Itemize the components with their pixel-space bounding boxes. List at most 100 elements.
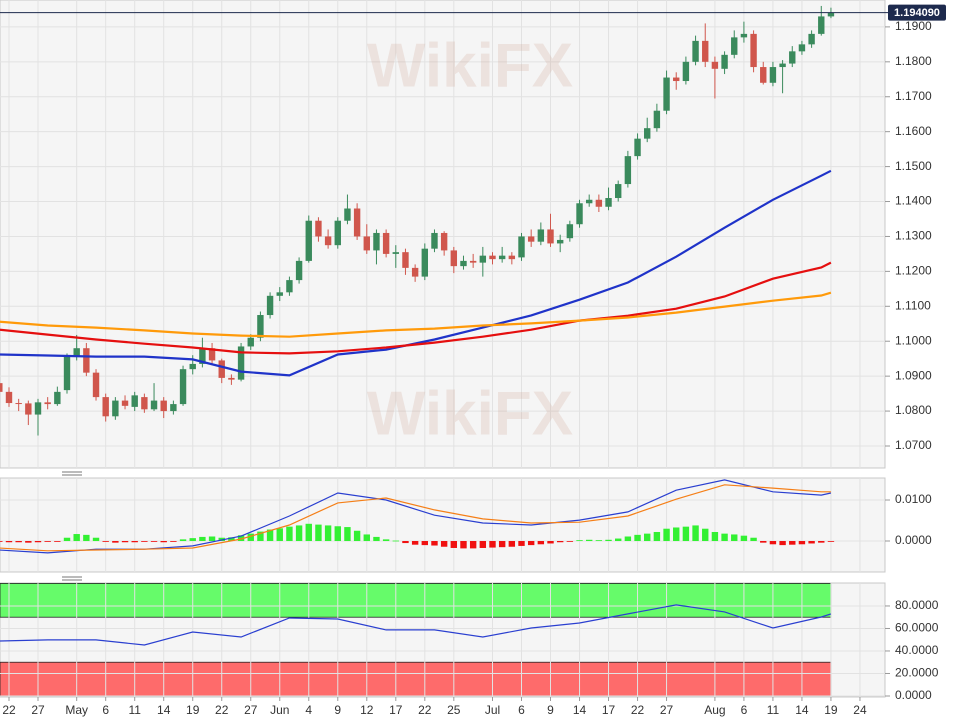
histogram-bar (760, 541, 767, 543)
histogram-bar (266, 529, 274, 542)
y-tick-label: 0.0000 (895, 533, 932, 547)
candle-body (411, 267, 419, 277)
candle-body (5, 391, 13, 404)
x-tick-label: Aug (704, 703, 725, 717)
histogram-bar (518, 541, 525, 546)
histogram-bar (315, 524, 322, 542)
x-tick-label: 4 (305, 703, 312, 717)
candle-body (237, 346, 245, 380)
candle-body (721, 54, 728, 69)
indicator-line (0, 261, 832, 355)
x-tick-label: 17 (602, 703, 616, 717)
histogram-bar (54, 541, 61, 542)
candle-body (827, 12, 835, 17)
y-tick-label: 1.1500 (895, 159, 932, 173)
x-tick-label: 22 (2, 703, 16, 717)
candle-body (73, 348, 80, 357)
y-tick-label: 1.1700 (895, 89, 932, 103)
candle-body (392, 252, 399, 254)
histogram-bar (276, 528, 283, 542)
last-price-label: 1.194090 (894, 7, 940, 19)
watermark: WikiFX (367, 31, 573, 100)
candle-body (440, 232, 448, 251)
candle-body (469, 260, 477, 263)
histogram-bar (682, 526, 690, 542)
candle-body (92, 372, 100, 398)
candle-body (324, 236, 332, 246)
candle-body (653, 110, 661, 129)
histogram-bar (382, 539, 390, 542)
candle-body (489, 255, 496, 260)
histogram-bar (789, 541, 796, 545)
macd-panel (0, 477, 886, 573)
candle-body (218, 360, 225, 378)
histogram-bar (295, 525, 303, 542)
candle-body (798, 44, 806, 52)
histogram-bar (402, 541, 409, 544)
candle-body (257, 315, 264, 338)
candle-body (121, 400, 129, 406)
candle-body (344, 208, 351, 221)
candle-body (15, 403, 22, 405)
candle-body (131, 395, 138, 407)
candle-body (576, 203, 583, 225)
histogram-bar (218, 537, 225, 542)
candle-body (228, 377, 235, 380)
panel-handle[interactable] (62, 576, 82, 581)
candle-body (54, 391, 61, 405)
candle-body (34, 402, 42, 415)
x-tick-label: 27 (660, 703, 674, 717)
histogram-bar (150, 541, 158, 542)
y-tick-label: 40.0000 (895, 643, 939, 657)
indicator-line (0, 291, 832, 338)
histogram-bar (537, 541, 545, 545)
candle-body (0, 383, 3, 392)
histogram-bar (0, 541, 3, 542)
panel-plot (0, 583, 885, 697)
candle-body (498, 255, 506, 260)
candle-body (711, 61, 719, 69)
candle-body (634, 138, 641, 157)
histogram-bar (644, 533, 651, 542)
x-tick-label: 22 (631, 703, 645, 717)
y-tick-label: 1.0700 (895, 438, 932, 452)
y-tick-label: 1.1600 (895, 124, 932, 138)
histogram-bar (344, 527, 351, 542)
histogram-bar (373, 536, 380, 542)
candle-body (44, 402, 51, 405)
histogram-bar (228, 537, 235, 542)
candle-body (199, 348, 206, 364)
candle-body (353, 208, 361, 237)
histogram-bar (721, 533, 728, 542)
candle-body (556, 239, 564, 244)
histogram-bar (15, 541, 22, 543)
candle-body (276, 292, 283, 296)
x-tick-label: 25 (447, 703, 461, 717)
histogram-bar (208, 536, 216, 542)
histogram-bar (740, 535, 748, 542)
panel-handle[interactable] (62, 471, 82, 476)
histogram-bar (624, 536, 632, 542)
histogram-bar (547, 541, 554, 544)
x-tick-label: May (65, 703, 88, 717)
x-tick-label: 14 (795, 703, 809, 717)
candle-body (731, 37, 738, 55)
candle-body (750, 33, 757, 68)
histogram-bar (160, 541, 167, 543)
histogram-bar (779, 541, 786, 546)
candle-body (295, 260, 303, 281)
x-tick-label: 24 (853, 703, 867, 717)
histogram-bar (34, 541, 42, 543)
histogram-bar (63, 537, 71, 542)
panel-plot: WikiFX WikiFX (0, 0, 885, 468)
candle-body (585, 199, 593, 204)
panel-plot (0, 478, 885, 572)
histogram-bar (83, 534, 90, 542)
histogram-bar (566, 541, 574, 542)
indicator-line (0, 604, 832, 646)
candle-body (83, 348, 90, 373)
histogram-bar (673, 527, 680, 542)
histogram-bar (92, 537, 100, 542)
histogram-bar (44, 541, 51, 542)
